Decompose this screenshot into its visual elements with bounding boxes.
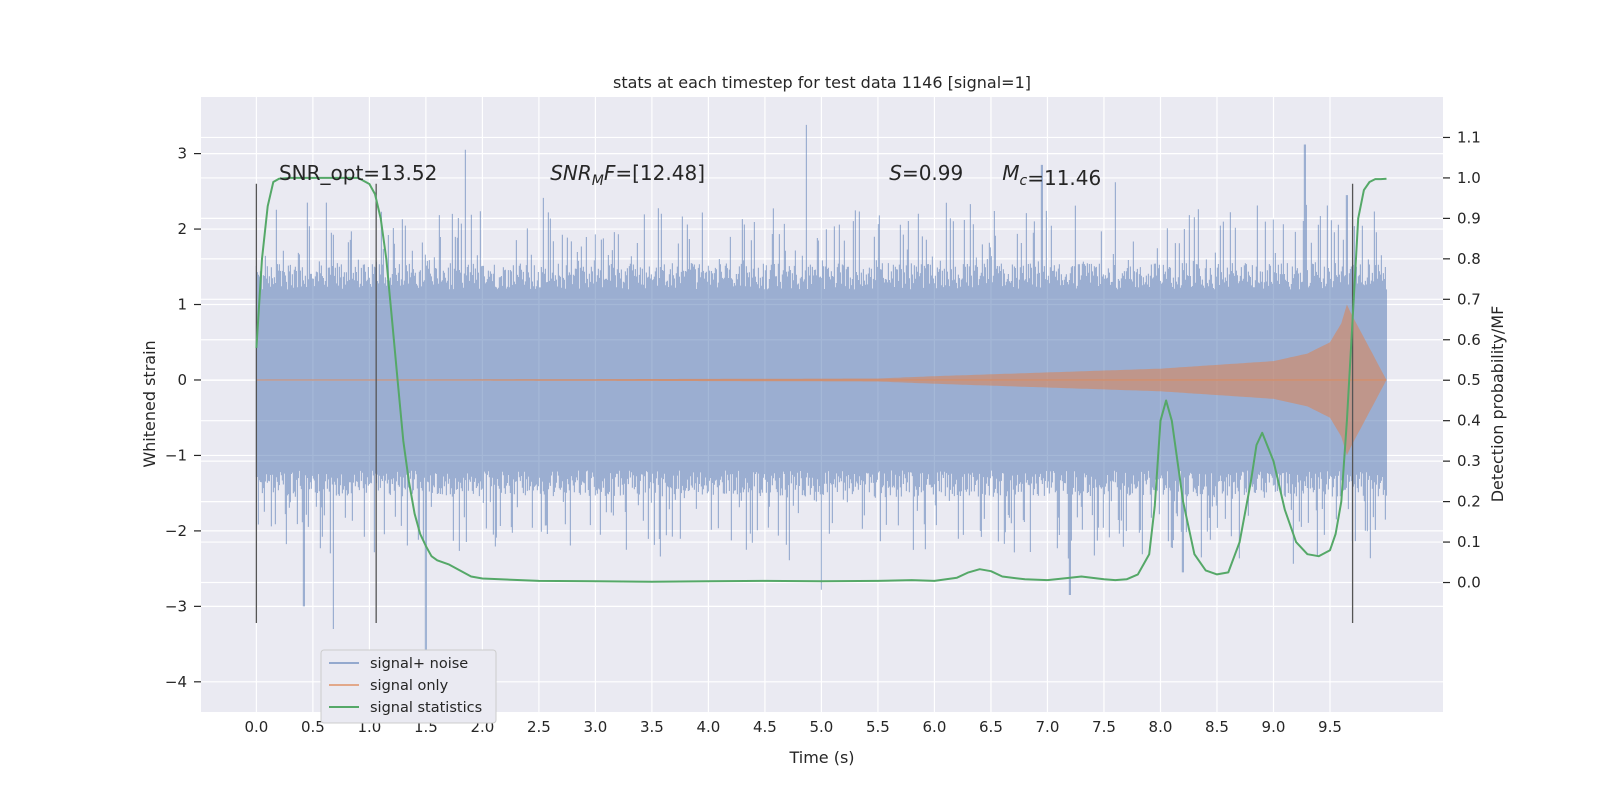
y2-axis-ticks: 1.1 1.0 0.9 0.8 0.7 0.6 0.5 0.4 0.3 0.2 0.1 0.0 xyxy=(1443,128,1481,592)
signal-statistics-line xyxy=(255,176,1387,583)
legend: signal+ noise signal only signal statist… xyxy=(320,649,497,724)
x-tick-label-0-0: 0.0 xyxy=(244,718,268,736)
legend-label-signal-plus-noise: signal+ noise xyxy=(370,656,468,672)
y-axis-ticks: 3 2 1 0 −1 −2 −3 −4 xyxy=(165,145,201,691)
y2-tick-label-0-2: 0.2 xyxy=(1457,493,1481,511)
y2-tick-label-0-4: 0.4 xyxy=(1457,412,1481,430)
x-tick-label-9-0: 9.0 xyxy=(1262,718,1286,736)
y-tick-label-2: 2 xyxy=(177,220,187,238)
x-tick-label-2-5: 2.5 xyxy=(527,718,551,736)
y-tick-label-4: −4 xyxy=(165,673,187,691)
x-tick-label-5-0: 5.0 xyxy=(810,718,834,736)
annotation-snr-mf: SNRMF=[12.48] xyxy=(550,161,705,189)
x-tick-label-5-5: 5.5 xyxy=(866,718,890,736)
y2-tick-label-1-0: 1.0 xyxy=(1457,169,1481,187)
chart-title: stats at each timestep for test data 114… xyxy=(613,73,1031,92)
x-tick-label-9-5: 9.5 xyxy=(1318,718,1342,736)
y-axis-label: Whitened strain xyxy=(140,340,159,467)
x-axis-ticks: 0.0 0.5 1.0 1.5 2.0 2.5 3.0 3.5 4.0 4.5 5.0 5.5 6.0 6… xyxy=(244,718,1341,736)
legend-frame xyxy=(320,649,497,724)
y-tick-label-0: 0 xyxy=(177,371,187,389)
y2-tick-label-0-8: 0.8 xyxy=(1457,250,1481,268)
x-tick-label-0-5: 0.5 xyxy=(301,718,325,736)
y2-tick-label-0-3: 0.3 xyxy=(1457,452,1481,470)
series-signal-statistics xyxy=(255,176,1387,583)
x-tick-label-3-0: 3.0 xyxy=(583,718,607,736)
x-tick-label-7-5: 7.5 xyxy=(1092,718,1116,736)
annotation-stat-s: S=0.99 xyxy=(889,161,963,185)
x-tick-label-4-0: 4.0 xyxy=(696,718,720,736)
annotations: SNR_opt=13.52 SNRMF=[12.48] S=0.99 Mc=11.46 xyxy=(279,161,1101,190)
y-tick-label-3: 3 xyxy=(177,145,187,163)
x-tick-label-8-5: 8.5 xyxy=(1205,718,1229,736)
y2-tick-label-0-5: 0.5 xyxy=(1457,371,1481,389)
x-tick-label-6-0: 6.0 xyxy=(923,718,947,736)
y2-axis-label: Detection probability/MF xyxy=(1488,306,1507,503)
y2-tick-label-0-9: 0.9 xyxy=(1457,209,1481,227)
legend-label-signal-statistics: signal statistics xyxy=(370,700,482,716)
y-tick-label-3: −3 xyxy=(165,597,187,615)
x-tick-label-8-0: 8.0 xyxy=(1149,718,1173,736)
annotation-snr-opt: SNR_opt=13.52 xyxy=(279,161,437,185)
y2-tick-label-0-1: 0.1 xyxy=(1457,533,1481,551)
x-tick-label-6-5: 6.5 xyxy=(979,718,1003,736)
y2-tick-label-0-0: 0.0 xyxy=(1457,574,1481,592)
y2-tick-label-0-7: 0.7 xyxy=(1457,290,1481,308)
x-tick-label-4-5: 4.5 xyxy=(753,718,777,736)
y2-tick-label-1-1: 1.1 xyxy=(1457,128,1481,146)
x-tick-label-7-0: 7.0 xyxy=(1036,718,1060,736)
y-tick-label-neg1: −1 xyxy=(165,446,187,464)
y-tick-label-1: 1 xyxy=(177,296,187,314)
series-signal-only xyxy=(256,304,1387,456)
legend-label-signal-only: signal only xyxy=(370,678,449,694)
vertical-markers xyxy=(255,183,1354,623)
x-tick-label-3-5: 3.5 xyxy=(640,718,664,736)
x-axis-label: Time (s) xyxy=(788,748,854,767)
y2-tick-label-0-6: 0.6 xyxy=(1457,331,1481,349)
annotation-chirp-mass: Mc=11.46 xyxy=(1002,161,1101,190)
y-tick-label-2: −2 xyxy=(165,522,187,540)
